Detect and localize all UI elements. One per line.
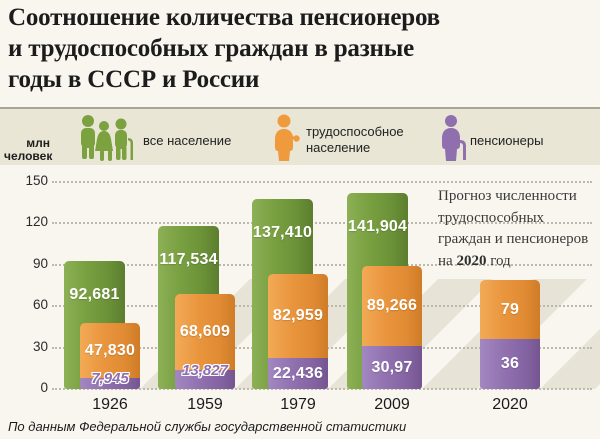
x-axis-year-label: 1926 <box>92 396 128 413</box>
bar-value-label: 141,904 <box>347 218 408 235</box>
title-line-3: годы в СССР и России <box>8 66 260 93</box>
family-population-icon <box>78 114 134 169</box>
bar-value-label: 30,97 <box>371 358 413 376</box>
annotation-line-2: трудоспособных <box>438 209 545 226</box>
bar-pensioners: 30,97 <box>362 346 422 389</box>
bar-value-label: 117,534 <box>159 251 218 268</box>
annotation-line-1: Прогноз численности <box>438 188 577 204</box>
y-tick-label: 120 <box>25 214 48 229</box>
legend-band: млн человек все население <box>0 107 600 165</box>
x-axis-year-label: 1959 <box>187 396 223 413</box>
bar-working-population: 68,609 <box>175 294 235 370</box>
y-axis-unit-line1: млн <box>26 136 50 150</box>
bar-group-working-pensioners: 89,266 30,97 <box>362 266 422 389</box>
bar-group-working-pensioners: 47,830 7,945 <box>80 323 140 389</box>
worker-icon <box>270 114 304 169</box>
bar-value-label: 36 <box>500 355 520 372</box>
bar-group-working-pensioners: 82,959 22,436 <box>268 274 328 389</box>
bar-value-label: 47,830 <box>84 341 136 359</box>
x-axis-year-label: 2009 <box>374 396 410 413</box>
bar-working-population: 79 <box>480 280 540 339</box>
bar-pensioners: 36 <box>480 339 540 389</box>
legend-label-working-line1: трудоспособное <box>306 124 404 139</box>
bar-group-working-pensioners: 68,609 13,827 <box>175 294 235 389</box>
bar-value-label: 137,410 <box>252 224 313 241</box>
y-tick-label: 60 <box>32 297 48 312</box>
title-line-1: Соотношение количества пенсионеров <box>8 4 440 31</box>
y-tick-label: 150 <box>25 173 48 188</box>
bar-value-label: 22,436 <box>272 364 324 382</box>
bar-value-label: 92,681 <box>69 286 120 303</box>
bar-value-label: 89,266 <box>366 297 418 314</box>
pensioner-icon <box>438 114 470 169</box>
annotation-line-4: на 2020 год <box>438 252 511 269</box>
y-axis-unit-line2: человек <box>4 149 53 163</box>
bar-value-label: 7,945 <box>91 370 129 387</box>
bar-value-label: 82,959 <box>272 307 324 324</box>
legend-label-working: трудоспособное население <box>306 124 404 156</box>
bar-group-working-pensioners: 79 36 <box>480 280 540 389</box>
bar-value-label: 13,827 <box>182 362 228 379</box>
forecast-annotation: Прогноз численности трудоспособных гражд… <box>438 186 598 272</box>
title-line-2: и трудоспособных граждан в разные <box>8 35 414 62</box>
bar-working-population: 89,266 <box>362 266 422 346</box>
annotation-line-3: граждан и пенсионеров <box>438 231 589 247</box>
bar-pensioners <box>80 378 140 389</box>
page-title: Соотношение количества пенсионеров и тру… <box>8 2 592 95</box>
gridline <box>52 264 592 266</box>
data-source-note: По данным Федеральной службы государстве… <box>8 419 407 434</box>
bar-pensioners: 22,436 <box>268 358 328 389</box>
y-tick-label: 90 <box>32 256 48 271</box>
bar-working-population: 47,830 <box>80 323 140 378</box>
bar-value-label: 79 <box>500 300 520 318</box>
y-tick-label: 30 <box>32 339 48 354</box>
x-axis-year-label: 1979 <box>280 396 316 413</box>
legend-label-all-population: все население <box>143 133 232 148</box>
bar-pensioners <box>175 370 235 389</box>
gridline <box>52 388 592 390</box>
y-tick-label: 0 <box>40 380 48 395</box>
legend-label-pensioners: пенсионеры <box>470 133 544 148</box>
bar-value-label: 68,609 <box>179 323 231 340</box>
y-axis-unit: млн человек <box>4 136 53 163</box>
gridline <box>52 181 592 183</box>
annotation-year-2020: 2020 <box>456 252 487 269</box>
x-axis-year-label: 2020 <box>492 396 528 413</box>
gridline <box>52 222 592 224</box>
legend-label-working-line2: население <box>306 140 371 155</box>
bar-working-population: 82,959 <box>268 274 328 358</box>
